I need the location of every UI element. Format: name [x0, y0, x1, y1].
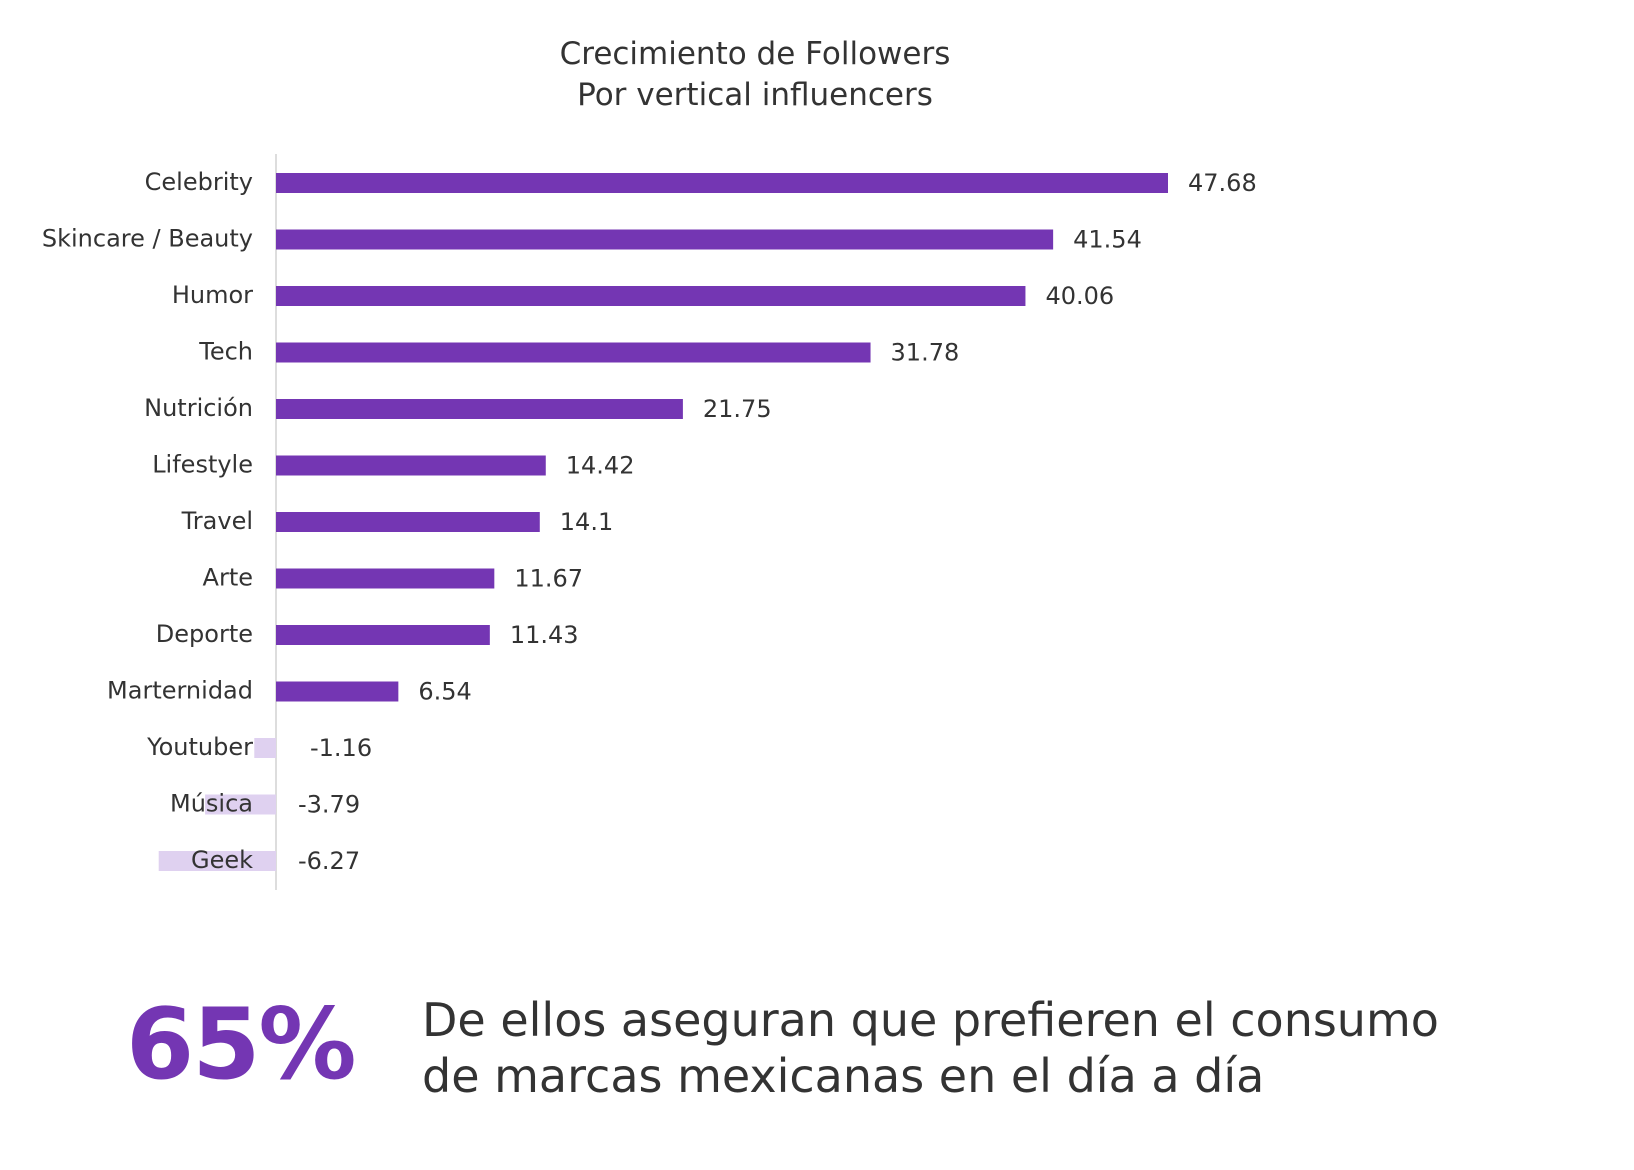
chart-title: Crecimiento de Followers [559, 36, 951, 72]
category-label: Arte [203, 564, 253, 592]
bar [254, 738, 276, 758]
data-label: 21.75 [703, 395, 772, 423]
bar [276, 342, 871, 363]
category-label: Tech [198, 338, 253, 366]
category-label: Nutrición [144, 394, 253, 422]
stat-percentage: 65% [126, 988, 357, 1102]
data-label: 14.42 [566, 452, 635, 480]
data-label: -6.27 [298, 847, 360, 875]
bar [158, 851, 276, 871]
stat-callout: 65% De ellos aseguran que prefieren el c… [126, 990, 1606, 1120]
bar [276, 399, 683, 419]
data-label: -1.16 [310, 734, 372, 762]
bar [276, 455, 546, 476]
category-label: Geek [191, 846, 253, 874]
data-label: -3.79 [298, 791, 360, 819]
data-label: 40.06 [1045, 282, 1114, 310]
bar-chart: Celebrity 47.68 Skincare / Beauty 41.54 Humo… [42, 154, 1257, 890]
bar [276, 286, 1026, 306]
data-label: 41.54 [1073, 226, 1142, 254]
stat-description: De ellos aseguran que prefieren el consu… [422, 992, 1439, 1104]
bar [276, 568, 495, 589]
category-label: Lifestyle [152, 451, 253, 479]
stat-description-line-1: De ellos aseguran que prefieren el consu… [422, 993, 1439, 1047]
category-label: Skincare / Beauty [42, 225, 253, 253]
bar [276, 625, 490, 645]
bar [205, 794, 276, 815]
stat-description-line-2: de marcas mexicanas en el día a día [422, 1049, 1265, 1103]
chart-subtitle: Por vertical influencers [577, 77, 933, 113]
data-label: 14.1 [560, 508, 613, 536]
category-label: Travel [181, 507, 253, 535]
category-label: Deporte [156, 620, 253, 648]
data-label: 11.43 [510, 621, 579, 649]
category-label: Celebrity [145, 168, 253, 196]
data-label: 47.68 [1188, 169, 1257, 197]
category-label: Marternidad [107, 677, 253, 705]
data-label: 11.67 [514, 565, 583, 593]
category-label: Youtuber [146, 733, 253, 761]
chart-title-block: Crecimiento de Followers Por vertical in… [0, 34, 1510, 116]
data-label: 31.78 [891, 339, 960, 367]
data-label: 6.54 [418, 678, 471, 706]
category-label: Humor [172, 281, 253, 309]
category-label: Música [170, 790, 253, 818]
bar [276, 512, 540, 532]
bar [276, 173, 1168, 193]
bar [276, 681, 399, 702]
bar [276, 229, 1054, 250]
